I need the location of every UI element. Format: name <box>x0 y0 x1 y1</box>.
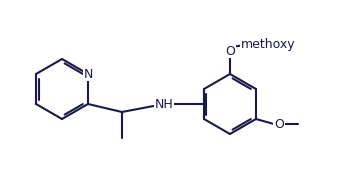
Text: O: O <box>274 118 284 131</box>
Text: NH: NH <box>155 97 173 110</box>
Text: methoxy: methoxy <box>241 38 295 51</box>
Text: O: O <box>225 44 235 57</box>
Text: N: N <box>83 68 93 81</box>
